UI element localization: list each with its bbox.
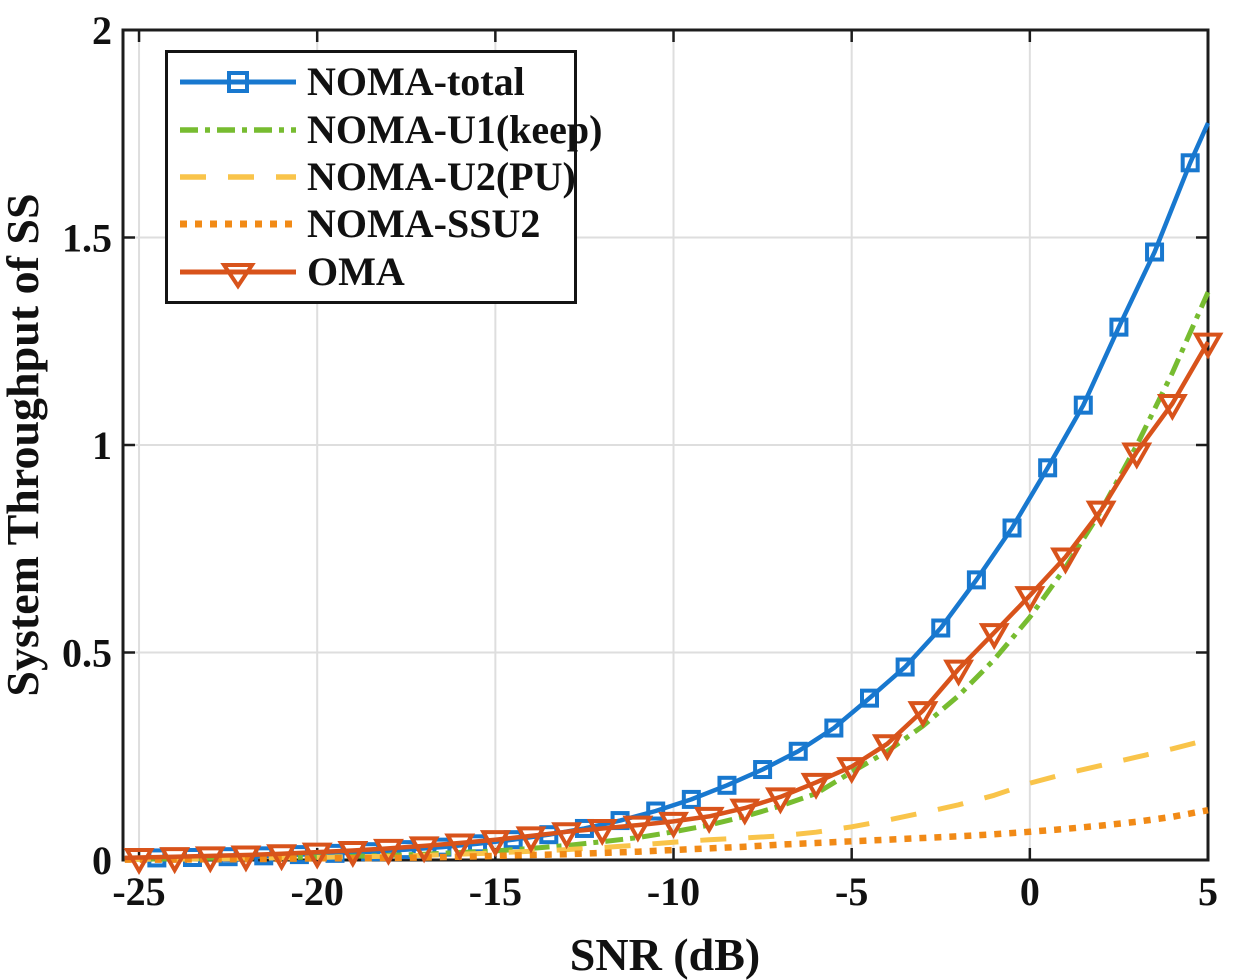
x-tick-label: 5 bbox=[1198, 869, 1218, 914]
triangle-down-marker bbox=[764, 787, 796, 815]
triangle-down-marker bbox=[1192, 332, 1224, 360]
triangle-down-marker bbox=[266, 844, 298, 872]
x-axis-label: SNR (dB) bbox=[570, 929, 760, 980]
square-marker bbox=[966, 570, 986, 590]
x-tick-label: -25 bbox=[112, 869, 165, 914]
tick-labels: -25 -20 -15 -10 -5 0 5 0 0.5 1 1.5 2 bbox=[62, 8, 1218, 914]
square-marker bbox=[1002, 518, 1022, 538]
y-tick-label: 0.5 bbox=[62, 631, 112, 676]
triangle-down-marker bbox=[1121, 442, 1153, 470]
triangle-down-marker bbox=[622, 815, 654, 843]
square-marker bbox=[753, 760, 773, 780]
square-marker bbox=[859, 688, 879, 708]
square-marker bbox=[931, 618, 951, 638]
legend-item-label: NOMA-SSU2 bbox=[307, 201, 541, 247]
triangle-down-marker bbox=[1014, 586, 1046, 614]
x-tick-label: 0 bbox=[1020, 869, 1040, 914]
square-marker bbox=[1109, 317, 1129, 337]
square-marker bbox=[717, 775, 737, 795]
square-marker bbox=[227, 71, 249, 94]
legend-sample-NOMA-U2(PU) bbox=[180, 174, 296, 180]
y-tick-label: 1.5 bbox=[62, 216, 112, 261]
legend-item-label: OMA bbox=[307, 248, 405, 294]
triangle-down-marker bbox=[1156, 394, 1188, 422]
legend-sample-NOMA-U1(keep) bbox=[180, 126, 296, 133]
y-axis-label: System Throughput of SS bbox=[0, 193, 48, 696]
series-line-NOMA-U2(PU) bbox=[124, 737, 1209, 862]
triangle-down-marker bbox=[693, 806, 725, 834]
triangle-down-marker bbox=[1085, 500, 1117, 528]
legend: NOMA-total NOMA-U1(keep) NOMA-U2(PU) NOMA-S… bbox=[165, 50, 603, 304]
legend-item-label: NOMA-U2(PU) bbox=[307, 153, 576, 199]
triangle-down-marker bbox=[515, 826, 547, 854]
legend-item: NOMA-total bbox=[178, 60, 572, 104]
x-tick-label: -15 bbox=[469, 869, 522, 914]
triangle-down-marker bbox=[123, 848, 155, 876]
legend-item: NOMA-U1(keep) bbox=[178, 108, 603, 152]
triangle-down-marker bbox=[836, 757, 868, 785]
triangle-down-marker bbox=[479, 830, 511, 858]
y-tick-label: 0 bbox=[92, 838, 112, 883]
square-marker bbox=[1038, 458, 1058, 478]
triangle-down-marker bbox=[1050, 547, 1081, 575]
y-tick-label: 2 bbox=[92, 8, 112, 53]
triangle-down-marker bbox=[408, 836, 440, 864]
legend-item: NOMA-U2(PU) bbox=[178, 155, 576, 199]
legend-sample-NOMA-total bbox=[180, 71, 296, 94]
series-line-NOMA-SSU2 bbox=[124, 807, 1209, 863]
legend-sample-OMA bbox=[180, 262, 296, 290]
triangle-down-marker bbox=[907, 701, 939, 729]
triangle-down-marker bbox=[373, 838, 404, 866]
triangle-down-marker bbox=[978, 623, 1010, 651]
triangle-down-marker bbox=[551, 822, 583, 850]
legend-item-label: NOMA-U1(keep) bbox=[307, 106, 603, 152]
triangle-down-marker bbox=[729, 798, 761, 826]
triangle-down-marker bbox=[943, 659, 975, 687]
square-marker bbox=[681, 789, 701, 809]
legend-item-label: NOMA-total bbox=[307, 59, 525, 105]
x-tick-label: -5 bbox=[835, 869, 868, 914]
series-markers-OMA bbox=[123, 332, 1224, 876]
triangle-down-marker bbox=[220, 262, 256, 290]
triangle-down-marker bbox=[658, 811, 689, 839]
triangle-down-marker bbox=[159, 847, 191, 875]
triangle-down-marker bbox=[586, 818, 618, 846]
triangle-down-marker bbox=[444, 833, 476, 861]
triangle-down-marker bbox=[337, 840, 369, 868]
x-tick-label: -10 bbox=[647, 869, 700, 914]
square-marker bbox=[1180, 153, 1200, 173]
triangle-down-marker bbox=[301, 842, 333, 870]
triangle-down-marker bbox=[230, 845, 262, 873]
square-marker bbox=[824, 718, 844, 738]
x-tick-label: -20 bbox=[291, 869, 344, 914]
legend-item: NOMA-SSU2 bbox=[178, 202, 572, 246]
y-tick-label: 1 bbox=[92, 423, 112, 468]
square-marker bbox=[788, 741, 808, 761]
series bbox=[123, 122, 1224, 876]
triangle-down-marker bbox=[871, 734, 903, 762]
legend-sample-NOMA-SSU2 bbox=[180, 220, 296, 228]
triangle-down-marker bbox=[800, 772, 832, 800]
square-marker bbox=[1145, 242, 1165, 262]
triangle-down-marker bbox=[194, 846, 226, 874]
square-marker bbox=[646, 801, 666, 821]
square-marker bbox=[1073, 395, 1093, 415]
square-marker bbox=[895, 657, 915, 677]
legend-item: OMA bbox=[178, 250, 572, 294]
